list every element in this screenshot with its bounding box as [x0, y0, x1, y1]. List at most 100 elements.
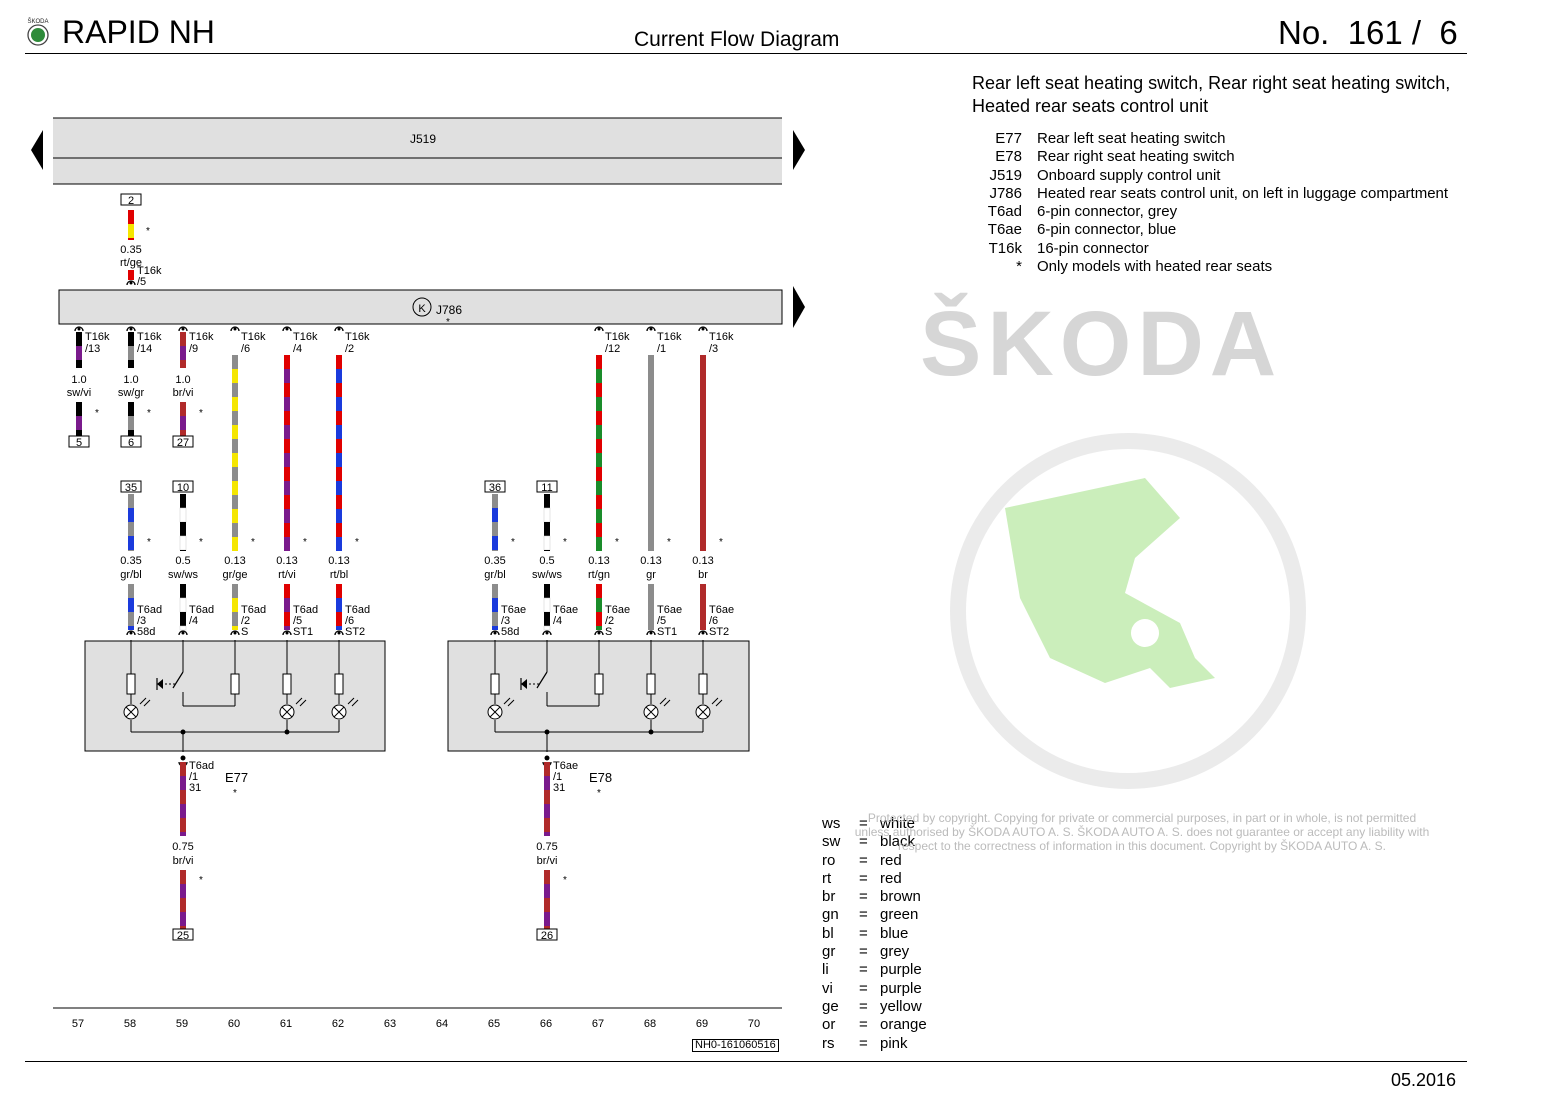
signal-wire: [284, 439, 290, 453]
pin-cap-icon: [178, 630, 188, 636]
signal-wire: [232, 537, 238, 551]
j786-block: [58, 289, 783, 325]
top-wire: [128, 270, 134, 280]
signal-wire: [336, 425, 342, 439]
upper-wire: [180, 346, 186, 360]
top-wire: [128, 238, 134, 240]
ground-wire: [544, 762, 550, 776]
terminal-number: 5: [76, 437, 82, 449]
asterisk-mark: *: [511, 537, 515, 548]
color-abbreviation: gn: [822, 906, 839, 924]
wire-size: 0.13: [276, 555, 297, 567]
signal-wire: [232, 369, 238, 383]
wire-color: rt/gn: [588, 569, 610, 581]
pin-cap-icon: [646, 326, 656, 332]
pin-label: /12: [605, 343, 620, 355]
switch-wire: [128, 494, 134, 508]
signal-wire: [232, 509, 238, 523]
ground-wire: [180, 790, 186, 804]
asterisk-mark: *: [667, 537, 671, 548]
legend-code: T16k: [988, 239, 1022, 257]
arrow-right-icon: [793, 130, 805, 170]
connector-label: T6ae: [501, 604, 526, 616]
ground-wire: [180, 832, 186, 836]
ground-wire: [544, 804, 550, 818]
terminal-box: [172, 435, 194, 448]
wire-size: 1.0: [175, 374, 190, 386]
upper-wire: [180, 430, 186, 436]
wire-color: gr: [646, 569, 656, 581]
component-label: E77: [225, 770, 248, 785]
pin-label: /4: [189, 615, 198, 627]
connector-label: T16k: [189, 331, 214, 343]
signal-wire: [700, 481, 706, 495]
signal-label: 58d: [137, 626, 155, 638]
connector-label: T6ae: [553, 604, 578, 616]
document-date: 05.2016: [1391, 1070, 1457, 1090]
signal-wire: [648, 537, 654, 551]
page-title: RAPID NH: [62, 14, 215, 50]
switch-wire: [180, 550, 186, 551]
signal-wire: [648, 411, 654, 425]
switch-wire: [179, 625, 187, 631]
track-number: 68: [644, 1018, 656, 1030]
signal-wire: [648, 481, 654, 495]
wire-size: 0.5: [175, 555, 190, 567]
wire-size: 0.13: [588, 555, 609, 567]
pin-label: /2: [241, 615, 250, 627]
signal-wire: [596, 523, 602, 537]
light-ray-icon: [139, 697, 151, 707]
ground-wire: [544, 884, 550, 898]
heading-line-1: Rear left seat heating switch, Rear righ…: [972, 73, 1451, 93]
switch-wire: [180, 494, 186, 508]
signal-wire: [284, 509, 290, 523]
signal-wire: [700, 439, 706, 453]
signal-wire: [700, 495, 706, 509]
page-number: No. 161 / 6: [1278, 14, 1458, 51]
color-name: blue: [880, 924, 909, 942]
track-number: 65: [488, 1018, 500, 1030]
signal-label: ST2: [709, 626, 729, 638]
color-name: purple: [880, 961, 922, 979]
signal-label: ST1: [293, 626, 313, 638]
signal-wire: [648, 397, 654, 411]
signal-wire: [648, 509, 654, 523]
signal-wire: [336, 369, 342, 383]
pin-cap-icon: [334, 630, 344, 636]
pin-label: /3: [137, 615, 146, 627]
terminal-box: [172, 928, 194, 941]
asterisk-mark: *: [233, 788, 237, 799]
wire-color: rt/ge: [120, 257, 142, 269]
wire-color: rt/bl: [330, 569, 348, 581]
pin-cap-icon: [126, 630, 136, 636]
pin-cap-icon: [230, 326, 240, 332]
wire-size: 0.35: [120, 555, 141, 567]
signal-wire: [232, 425, 238, 439]
wire-color: sw/ws: [532, 569, 562, 581]
asterisk-mark: *: [355, 537, 359, 548]
svg-text:ŠKODA: ŠKODA: [27, 18, 48, 25]
upper-wire: [76, 346, 82, 360]
signal-wire: [648, 355, 654, 369]
resistor-icon: [282, 673, 292, 695]
switch-wire: [544, 494, 550, 508]
signal-wire: [700, 411, 706, 425]
switch-actuator-icon: [157, 679, 163, 689]
track-number: 64: [436, 1018, 448, 1030]
switch-wire: [180, 522, 186, 536]
terminal-box: [120, 193, 142, 206]
switch-wire: [543, 507, 551, 523]
color-name: white: [880, 815, 916, 832]
switch-wire: [128, 508, 134, 522]
signal-wire: [284, 425, 290, 439]
k-symbol-label: K: [418, 303, 426, 315]
signal-wire: [336, 439, 342, 453]
color-abbreviation: ws: [822, 815, 841, 832]
switch-wire: [596, 598, 602, 612]
signal-wire: [284, 383, 290, 397]
color-abbreviation: or: [822, 1016, 836, 1034]
switch-wire: [544, 612, 550, 626]
resistor-icon: [334, 673, 344, 695]
track-number: 57: [72, 1018, 84, 1030]
switch-wire: [492, 522, 498, 536]
